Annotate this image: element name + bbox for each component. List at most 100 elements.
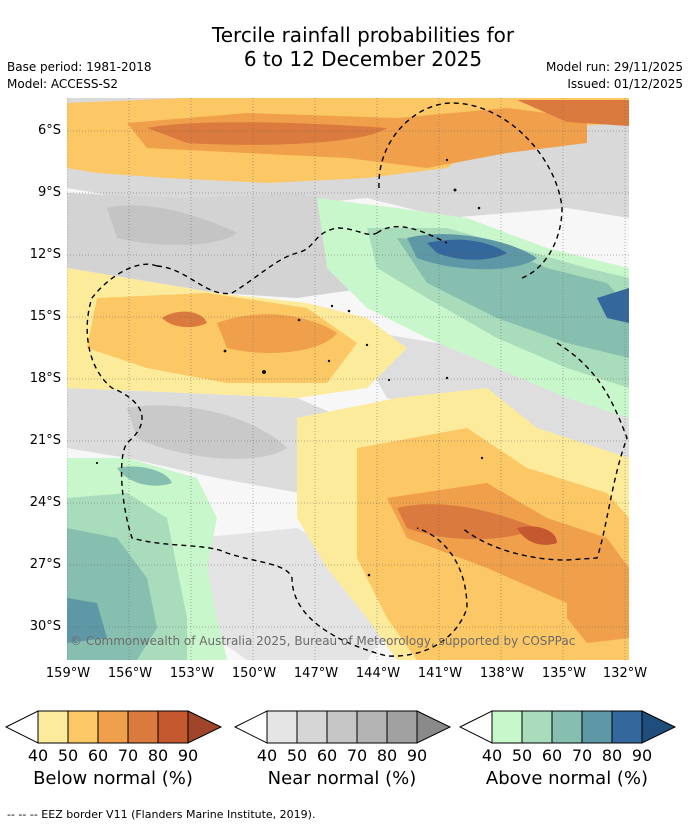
legend-below-title: Below normal (%) [33,768,193,789]
lon-label-144w: 144°W [355,666,401,681]
legend-tick: 80 [147,746,169,765]
legend-tick: 90 [631,746,653,765]
legend-tick: 40 [27,746,49,765]
legend-above-swatch [611,710,643,744]
legend-near-normal-colorbar [234,710,452,744]
legend-near-swatch [356,710,388,744]
legend-above-arrow-high [641,710,677,744]
legend-below-swatch [97,710,129,744]
lat-label-12s: 12°S [29,247,61,262]
above-normal-southwest-70 [67,598,107,643]
lon-label-135w: 135°W [541,666,587,681]
below-normal-central-70 [162,311,207,328]
title-line-1: Tercile rainfall probabilities for [211,23,515,47]
legend-below-normal-colorbar [5,710,223,744]
legend-near-arrow-high [416,710,452,744]
island [347,309,351,313]
model-run-text: Model run: 29/11/2025 [545,60,683,74]
island [367,573,371,577]
legend-above-swatch [521,710,553,744]
meta-right: Model run: 29/11/2025 Issued: 01/12/2025 [546,59,683,93]
legend-near-title: Near normal (%) [267,768,417,789]
below-normal-south-80 [517,526,557,545]
legend-above-title: Above normal (%) [485,768,649,789]
legend-above-swatch [491,710,523,744]
legend-below-swatch [37,710,69,744]
legend-tick: 70 [571,746,593,765]
legend-tick: 50 [57,746,79,765]
island [330,304,334,308]
above-normal-west-spot [117,466,172,486]
legend-above-normal: 40 50 60 70 80 90 Above normal (%) [459,710,677,789]
island [297,318,301,322]
lat-label-9s: 9°S [37,185,61,200]
base-period-text: Base period: 1981-2018 [7,60,152,74]
legend-tick: 70 [346,746,368,765]
legend-below-swatch [157,710,189,744]
rainfall-probability-map[interactable] [67,98,629,660]
grey-region-dark-2 [127,405,287,459]
above-normal-east-60 [397,238,629,358]
eez-borders [86,102,628,657]
legend-near-normal: 40 50 60 70 80 90 Near normal (%) [234,710,452,789]
legend-tick: 80 [601,746,623,765]
lon-label-159w: 159°W [45,666,91,681]
lat-label-6s: 6°S [37,123,61,138]
legend-near-swatch [386,710,418,744]
legend-tick: 80 [376,746,398,765]
title-line-2: 6 to 12 December 2025 [243,47,483,71]
grey-region-dark-1 [107,205,237,245]
legend-below-arrow-high [187,710,223,744]
legend-below-arrow-low [5,710,39,744]
above-normal-east-80 [427,239,507,260]
island [95,461,99,465]
island [262,370,266,374]
meta-left: Base period: 1981-2018 Model: ACCESS-S2 [7,59,152,93]
legend-tick: 40 [481,746,503,765]
lon-label-141w: 141°W [417,666,463,681]
legend-tick: 40 [256,746,278,765]
legend-above-swatch [551,710,583,744]
issued-text: Issued: 01/12/2025 [567,77,683,91]
below-normal-south-70 [397,504,537,540]
legend-tick: 60 [316,746,338,765]
lon-label-138w: 138°W [479,666,525,681]
map-canvas [67,98,629,660]
legend-above-swatch [581,710,613,744]
legend-near-arrow-low [234,710,268,744]
above-normal-east-edge-80 [597,288,629,323]
below-normal-band-northeast-70 [517,100,629,126]
gridlines [67,98,629,660]
eez-border [376,102,563,279]
lat-label-24s: 24°S [29,495,61,510]
below-normal-central-50 [87,293,357,383]
legend-below-normal: 40 50 60 70 80 90 Below normal (%) [5,710,223,789]
legend-tick: 50 [286,746,308,765]
lat-label-18s: 18°S [29,371,61,386]
legend-tick: 90 [177,746,199,765]
lat-label-30s: 30°S [29,619,61,634]
model-text: Model: ACCESS-S2 [7,77,119,91]
legend-tick: 70 [117,746,139,765]
eez-border [461,342,628,561]
island [445,158,449,162]
eez-border [86,263,468,657]
legend-near-ticks: 40 50 60 70 80 90 [234,744,452,765]
legend-below-swatch [127,710,159,744]
eez-border [156,227,378,295]
below-normal-central-60 [217,314,337,353]
below-normal-band-north-70 [147,122,387,145]
lat-label-21s: 21°S [29,433,61,448]
legend-tick: 90 [406,746,428,765]
islands [95,158,484,577]
map-credit: © Commonwealth of Australia 2025, Bureau… [70,634,576,648]
legend-below-ticks: 40 50 60 70 80 90 [5,744,223,765]
legend-near-swatch [326,710,358,744]
legend-near-swatch [296,710,328,744]
island [445,376,449,380]
legend-near-swatch [266,710,298,744]
island [365,343,369,347]
eez-footnote: -- -- -- EEZ border V11 (Flanders Marine… [7,808,316,821]
island [453,188,457,192]
lon-label-156w: 156°W [107,666,153,681]
